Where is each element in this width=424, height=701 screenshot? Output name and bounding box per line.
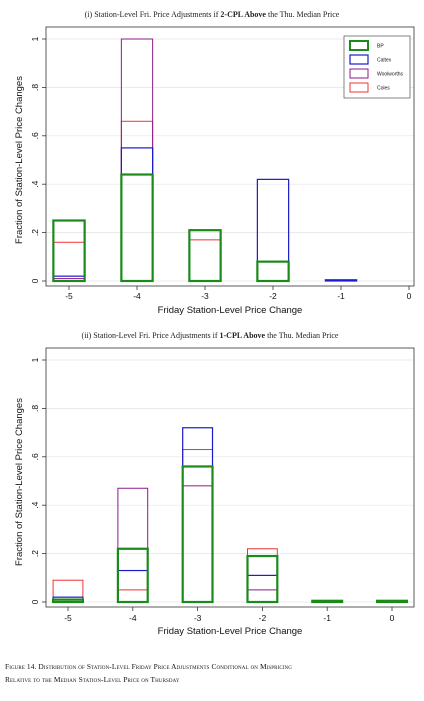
bar-caltex [257, 179, 288, 281]
x-tick-label: -2 [259, 613, 267, 623]
bar-bp [118, 549, 148, 602]
panel-1-legend: BP Caltex Woolworths Coles [344, 36, 410, 98]
panel-2-title: (ii) Station-Level Fri. Price Adjustment… [82, 331, 339, 340]
bar-bp [312, 601, 342, 602]
figure-caption-line-2: Relative to the Median Station-Level Pri… [5, 675, 180, 684]
panel-1-title: (i) Station-Level Fri. Price Adjustments… [85, 10, 340, 19]
y-tick-label: 1 [30, 357, 40, 362]
panel-2-xlabel: Friday Station-Level Price Change [158, 626, 303, 637]
bar-woolworths [247, 590, 277, 602]
bar-caltex [247, 575, 277, 602]
bar-caltex [183, 428, 213, 602]
y-tick-label: 0 [30, 278, 40, 283]
y-tick-label: .4 [30, 180, 40, 187]
bar-bp [247, 556, 277, 602]
figure-caption-line-1: Figure 14. Distribution of Station-Level… [5, 662, 292, 671]
y-tick-label: .8 [30, 84, 40, 91]
x-tick-label: -3 [194, 613, 202, 623]
bar-bp [183, 466, 213, 602]
bar-caltex [325, 280, 356, 281]
x-tick-label: -1 [323, 613, 331, 623]
bar-coles [189, 240, 220, 281]
x-tick-label: 0 [390, 613, 395, 623]
bar-coles [53, 242, 84, 281]
y-tick-label: .6 [30, 132, 40, 139]
x-tick-label: -3 [201, 291, 209, 301]
panel-1-chart: 0 .2 .4 .6 .8 1 -5 -4 -3 -2 -1 0 Fraction of Stati… [14, 27, 414, 316]
legend-label-bp: BP [377, 44, 384, 50]
bar-caltex [121, 148, 152, 281]
bar-bp [53, 221, 84, 282]
panel-1-xlabel: Friday Station-Level Price Change [158, 305, 303, 316]
legend-label-coles: Coles [377, 86, 390, 92]
x-tick-label: -4 [129, 613, 137, 623]
bar-coles [118, 590, 148, 602]
legend-label-caltex: Caltex [377, 58, 392, 64]
y-tick-label: .6 [30, 453, 40, 460]
bar-bp [121, 175, 152, 281]
x-tick-label: -5 [64, 613, 72, 623]
panel-2-plot-frame [46, 348, 414, 607]
panel-1-ylabel: Fraction of Station-Level Price Changes [14, 76, 25, 244]
bar-caltex [118, 571, 148, 602]
x-tick-label: -4 [133, 291, 141, 301]
y-tick-label: .2 [30, 550, 40, 557]
bar-coles [121, 121, 152, 281]
bar-woolworths [121, 39, 152, 281]
legend-label-woolworths: Woolworths [377, 72, 404, 78]
y-tick-label: .4 [30, 501, 40, 508]
x-tick-label: -1 [337, 291, 345, 301]
bar-bp [189, 230, 220, 281]
bar-bp [377, 601, 407, 602]
bar-bp [257, 262, 288, 281]
x-tick-label: -5 [65, 291, 73, 301]
panel-2-chart: 0 .2 .4 .6 .8 1 -5 -4 -3 -2 -1 0 Fraction of Stati… [14, 348, 414, 637]
y-tick-label: .8 [30, 405, 40, 412]
x-tick-label: 0 [407, 291, 412, 301]
y-tick-label: 0 [30, 599, 40, 604]
y-tick-label: .2 [30, 229, 40, 236]
bar-woolworths [183, 486, 213, 602]
y-tick-label: 1 [30, 36, 40, 41]
bar-coles [183, 450, 213, 602]
bar-bp [53, 600, 83, 602]
panel-2-ylabel: Fraction of Station-Level Price Changes [14, 398, 25, 566]
x-tick-label: -2 [269, 291, 277, 301]
